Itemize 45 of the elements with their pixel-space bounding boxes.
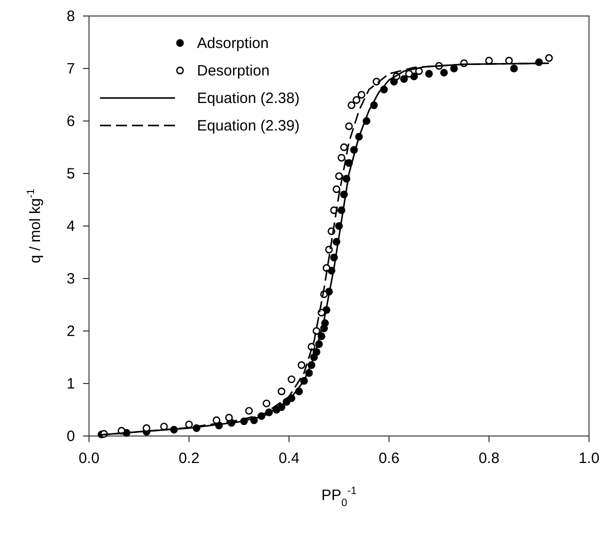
point bbox=[185, 420, 193, 428]
point bbox=[450, 64, 458, 72]
point bbox=[332, 185, 340, 194]
point bbox=[262, 400, 270, 408]
point bbox=[440, 68, 448, 77]
y-tick-label: 3 bbox=[66, 270, 75, 288]
legend-label: Equation (2.38) bbox=[197, 90, 300, 107]
point bbox=[278, 388, 286, 396]
point bbox=[312, 327, 320, 335]
y-tick-label: 5 bbox=[66, 166, 75, 182]
y-tick-label: 0 bbox=[66, 428, 75, 445]
point bbox=[335, 172, 343, 180]
y-tick-label: 8 bbox=[66, 8, 75, 25]
point bbox=[325, 246, 333, 254]
x-tick-label: 1.0 bbox=[578, 450, 600, 467]
x-tick-label: 0.6 bbox=[378, 450, 400, 467]
point bbox=[338, 154, 346, 162]
point bbox=[348, 101, 356, 110]
point bbox=[400, 75, 408, 83]
y-tick-label: 6 bbox=[66, 113, 75, 130]
x-tick-label: 0.4 bbox=[278, 450, 300, 467]
legend-label: Desorption bbox=[197, 62, 270, 80]
legend-label: Equation (2.39) bbox=[197, 118, 300, 134]
point bbox=[298, 361, 306, 369]
point bbox=[322, 264, 330, 272]
point bbox=[425, 70, 433, 78]
x-tick-label: 0.2 bbox=[178, 450, 200, 467]
y-tick-label: 1 bbox=[66, 376, 75, 392]
x-tick-label: 0.8 bbox=[478, 450, 500, 467]
point bbox=[358, 90, 366, 99]
y-tick-label: 4 bbox=[66, 218, 75, 235]
legend-label: Adsorption bbox=[197, 35, 269, 52]
point bbox=[510, 64, 518, 72]
point bbox=[405, 70, 413, 78]
x-tick-label: 0.0 bbox=[78, 450, 100, 467]
point bbox=[352, 96, 360, 104]
y-tick-label: 2 bbox=[66, 323, 75, 340]
point bbox=[340, 143, 348, 152]
point bbox=[225, 414, 233, 422]
point bbox=[545, 54, 553, 62]
point bbox=[288, 375, 296, 384]
y-tick-label: 7 bbox=[66, 60, 75, 78]
point bbox=[245, 406, 253, 415]
point bbox=[485, 56, 493, 64]
point bbox=[345, 122, 353, 130]
